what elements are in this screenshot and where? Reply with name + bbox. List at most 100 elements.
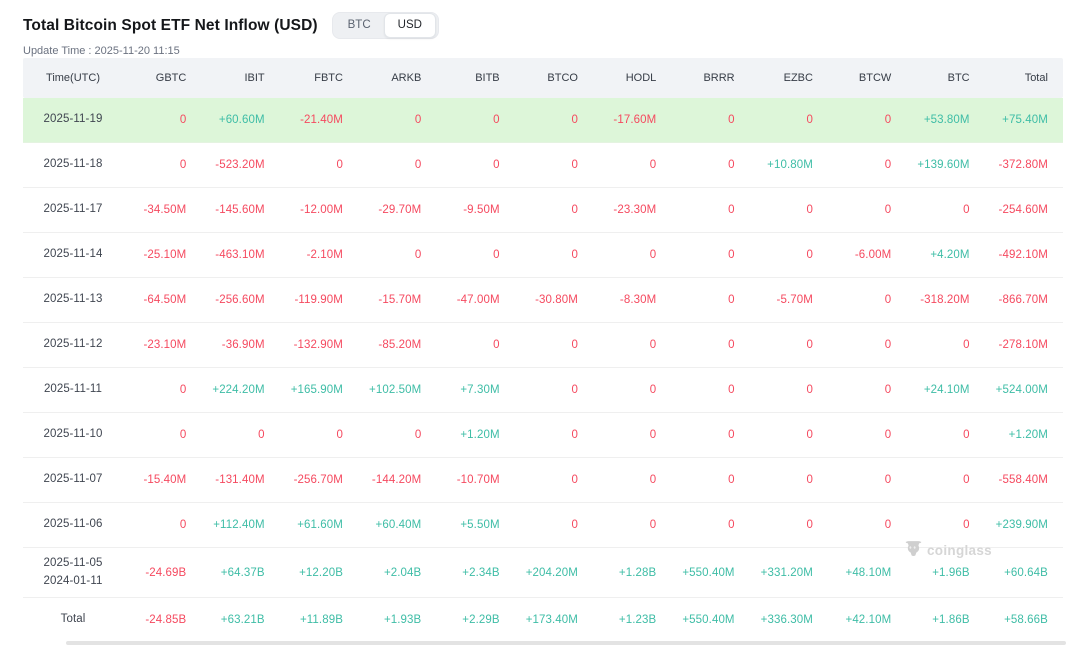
value-cell-hodl: -17.60M xyxy=(613,114,657,126)
value-cell-btcw: 0 xyxy=(884,204,892,216)
value-cell-btc: +1.96B xyxy=(932,566,970,579)
time-cell: 2025-11-17 xyxy=(43,203,103,216)
table-row: 2025-11-18 0 -523.20M 0 0 0 0 0 0 +10.80M 0 +139.60… xyxy=(23,143,1063,188)
etf-net-inflow-table: Time(UTC) GBTC IBIT FBTC ARKB BITB BTCO HODL BRR… xyxy=(23,58,1063,641)
value-cell-brrr: 0 xyxy=(728,294,735,306)
value-cell-fbtc: -256.70M xyxy=(293,474,343,486)
value-cell-btc: +1.86B xyxy=(932,613,970,626)
table-row: 2025-11-19 0 +60.60M -21.40M 0 0 0 -17.60M 0 0 0 +5… xyxy=(23,98,1063,143)
value-cell-fbtc: +11.89B xyxy=(299,613,343,626)
column-header-ezbc: EZBC xyxy=(783,72,813,84)
time-cell: 2025-11-10 xyxy=(43,428,103,441)
table-row: 2025-11-17 -34.50M -145.60M -12.00M -29.70M -… xyxy=(23,188,1063,233)
column-header-hodl: HODL xyxy=(625,72,657,84)
column-header-ibit: IBIT xyxy=(244,72,265,84)
toggle-btc-button[interactable]: BTC xyxy=(335,14,384,36)
value-cell-total: +60.64B xyxy=(1004,566,1048,579)
value-cell-ibit: +60.60M xyxy=(218,114,265,126)
table-row: 2025-11-07 -15.40M -131.40M -256.70M -144.20… xyxy=(23,458,1063,503)
value-cell-fbtc: +165.90M xyxy=(290,384,343,396)
value-cell-hodl: 0 xyxy=(649,159,657,171)
value-cell-brrr: 0 xyxy=(728,474,735,486)
time-cell: Total xyxy=(60,612,86,625)
value-cell-bitb: -10.70M xyxy=(456,474,500,486)
value-cell-bitb: -9.50M xyxy=(463,204,500,216)
time-cell: 2025-11-06 xyxy=(43,518,103,531)
value-cell-arkb: +102.50M xyxy=(369,384,422,396)
value-cell-hodl: -23.30M xyxy=(613,204,657,216)
toggle-usd-button[interactable]: USD xyxy=(383,13,436,38)
value-cell-bitb: +2.34B xyxy=(462,566,500,579)
value-cell-fbtc: 0 xyxy=(336,159,343,171)
value-cell-gbtc: -24.69B xyxy=(145,566,187,579)
update-time-label: Update Time : 2025-11-20 11:15 xyxy=(23,45,180,57)
value-cell-total: -492.10M xyxy=(998,249,1048,261)
value-cell-gbtc: -15.40M xyxy=(143,474,187,486)
value-cell-btco: 0 xyxy=(571,519,578,531)
page-title: Total Bitcoin Spot ETF Net Inflow (USD) xyxy=(23,16,318,34)
value-cell-fbtc: 0 xyxy=(336,429,343,441)
value-cell-ezbc: 0 xyxy=(806,249,813,261)
value-cell-fbtc: -12.00M xyxy=(300,204,343,216)
value-cell-ibit: +112.40M xyxy=(213,519,265,531)
value-cell-gbtc: -23.10M xyxy=(143,339,187,351)
value-cell-btc: 0 xyxy=(963,519,970,531)
value-cell-brrr: 0 xyxy=(728,159,735,171)
value-cell-btc: +53.80M xyxy=(923,114,970,126)
value-cell-btc: 0 xyxy=(963,474,970,486)
value-cell-ibit: +64.37B xyxy=(220,566,265,579)
value-cell-ibit: +224.20M xyxy=(212,384,265,396)
value-cell-fbtc: -2.10M xyxy=(306,249,343,261)
value-cell-bitb: -47.00M xyxy=(456,294,500,306)
value-cell-btco: +204.20M xyxy=(525,566,578,579)
value-cell-btco: 0 xyxy=(571,429,578,441)
page-header: Total Bitcoin Spot ETF Net Inflow (USD) … xyxy=(0,0,1086,39)
value-cell-ezbc: 0 xyxy=(806,339,813,351)
value-cell-arkb: 0 xyxy=(414,249,422,261)
column-header-btcw: BTCW xyxy=(858,72,892,84)
value-cell-ibit: -145.60M xyxy=(215,204,265,216)
time-cell: 2025-11-07 xyxy=(43,473,103,486)
value-cell-bitb: +2.29B xyxy=(462,613,500,626)
value-cell-hodl: -8.30M xyxy=(619,294,657,306)
value-cell-btco: 0 xyxy=(571,384,578,396)
value-cell-bitb: +1.20M xyxy=(460,429,500,441)
value-cell-hodl: 0 xyxy=(649,384,657,396)
currency-toggle: BTC USD xyxy=(331,12,439,39)
value-cell-btcw: 0 xyxy=(884,474,892,486)
value-cell-gbtc: -24.85B xyxy=(145,613,187,626)
table-row: Total -24.85B +63.21B +11.89B +1.93B +2.29B +1… xyxy=(23,598,1063,641)
value-cell-gbtc: 0 xyxy=(179,114,187,126)
value-cell-ezbc: 0 xyxy=(806,474,813,486)
column-header-brrr: BRRR xyxy=(703,72,735,84)
value-cell-total: -558.40M xyxy=(998,474,1048,486)
value-cell-hodl: 0 xyxy=(649,474,657,486)
value-cell-arkb: +60.40M xyxy=(375,519,422,531)
value-cell-ibit: -523.20M xyxy=(215,159,265,171)
value-cell-arkb: -144.20M xyxy=(371,474,422,486)
column-header-total: Total xyxy=(1024,72,1048,84)
value-cell-ezbc: 0 xyxy=(806,204,813,216)
value-cell-btcw: 0 xyxy=(884,159,892,171)
value-cell-total: +239.90M xyxy=(995,519,1048,531)
value-cell-btcw: 0 xyxy=(884,339,892,351)
time-cell: 2025-11-12 xyxy=(43,338,103,351)
value-cell-ezbc: +336.30M xyxy=(760,613,813,626)
value-cell-hodl: 0 xyxy=(649,339,657,351)
value-cell-total: +58.66B xyxy=(1004,613,1048,626)
column-header-gbtc: GBTC xyxy=(155,72,187,84)
time-cell: 2025-11-18 xyxy=(43,158,103,171)
value-cell-hodl: 0 xyxy=(649,249,657,261)
value-cell-bitb: +7.30M xyxy=(460,384,500,396)
value-cell-bitb: 0 xyxy=(493,339,500,351)
value-cell-btcw: 0 xyxy=(884,519,892,531)
value-cell-btco: +173.40M xyxy=(525,613,578,626)
table-row: 2025-11-10 0 0 0 0 +1.20M 0 0 0 0 0 0 +1.20M xyxy=(23,413,1063,458)
time-cell: 2025-11-05 2024-01-11 xyxy=(43,557,103,587)
value-cell-total: +524.00M xyxy=(995,384,1048,396)
value-cell-ezbc: +10.80M xyxy=(767,159,813,171)
horizontal-scrollbar[interactable] xyxy=(66,641,1066,645)
value-cell-arkb: +1.93B xyxy=(383,613,422,626)
value-cell-btc: +139.60M xyxy=(917,159,970,171)
value-cell-total: +75.40M xyxy=(1002,114,1048,126)
